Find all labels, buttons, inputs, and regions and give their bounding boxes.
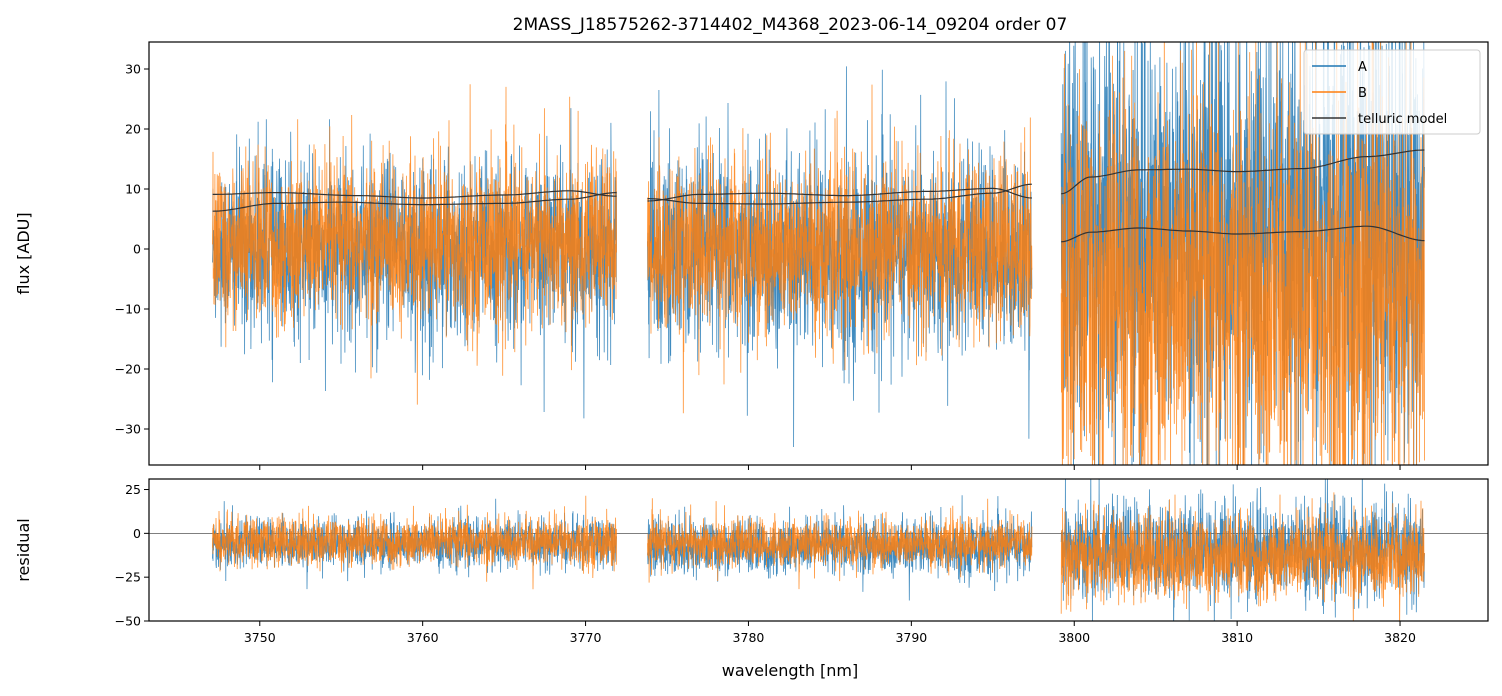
x-tick-label: 3820 [1384,630,1416,645]
flux-y-tick-label: −30 [115,422,141,437]
residual-panel-data [149,479,1488,621]
telluric-model-curve-5 [1061,149,1425,195]
flux-y-label: flux [ADU] [14,212,33,294]
residual-y-tick-label: 0 [133,526,141,541]
x-tick-label: 3800 [1058,630,1090,645]
flux-y-tick-label: −20 [115,362,141,377]
flux-y-ticks: −30 −20 −10 0 10 20 30 [115,62,149,437]
flux-x-ticks [259,465,1401,470]
telluric-model-curve-2 [212,190,617,199]
x-tick-label: 3770 [570,630,602,645]
telluric-model-curve-4 [647,187,1032,202]
flux-y-tick-label: 0 [133,242,141,257]
x-tick-label: 3750 [244,630,276,645]
flux-series-b-segment-2 [647,84,1033,414]
residual-series-b-segment-3 [1060,492,1425,621]
flux-y-tick-label: 30 [125,62,141,77]
telluric-model-curve-3 [647,183,1032,205]
legend-box [1303,49,1481,135]
legend-label-a: A [1358,60,1367,75]
residual-y-tick-label: −25 [115,570,141,585]
flux-series-b-segment-1 [212,84,617,405]
chart-title: 2MASS_J18575262-3714402_M4368_2023-06-14… [513,15,1068,35]
x-tick-label: 3780 [733,630,765,645]
legend-label-telluric: telluric model [1358,112,1447,127]
telluric-model-curve-6 [1061,225,1425,243]
telluric-model-curve-1 [212,192,617,212]
residual-y-tick-label: −50 [115,614,141,629]
residual-panel-frame [148,478,1489,622]
flux-y-tick-label: 10 [125,182,141,197]
x-tick-label: 3790 [895,630,927,645]
residual-y-label: residual [14,518,33,581]
flux-y-tick-label: 20 [125,122,141,137]
legend-label-b: B [1358,86,1367,101]
residual-x-ticks: 3750 3760 3770 3780 3790 3800 3810 3820 [244,621,1416,645]
legend: A B telluric model [1303,49,1481,135]
x-tick-label: 3760 [407,630,439,645]
residual-y-ticks: −50 −25 0 25 [115,482,149,629]
flux-y-tick-label: −10 [115,302,141,317]
residual-y-tick-label: 25 [125,482,141,497]
residual-series-b-segment-1 [212,495,617,590]
x-tick-label: 3810 [1221,630,1253,645]
residual-series-b-segment-2 [647,498,1033,590]
x-axis-label: wavelength [nm] [722,661,859,680]
flux-panel-frame [148,41,1489,466]
flux-panel-data [212,42,1425,465]
flux-series-b-segment-3 [1060,42,1425,465]
